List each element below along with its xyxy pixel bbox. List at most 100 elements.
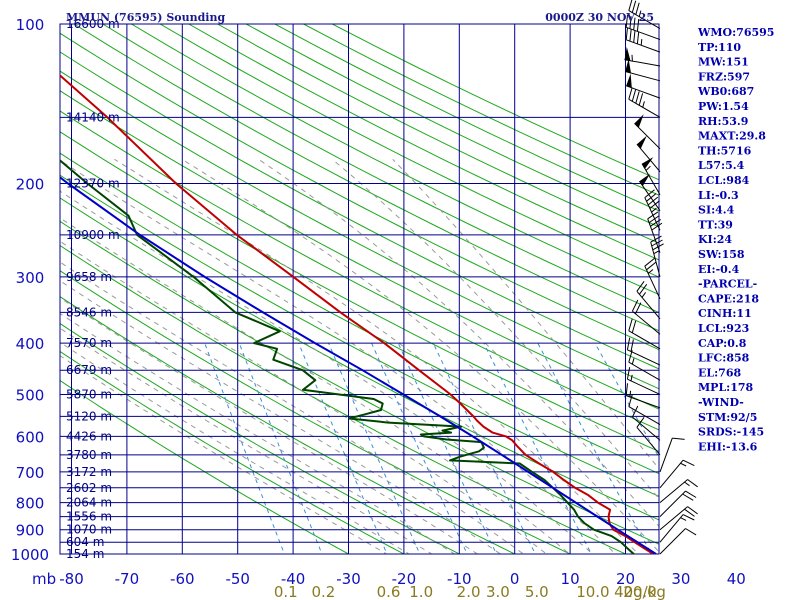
isobar-isotherm-grid [59, 23, 660, 555]
wind-barb-pennant [636, 135, 647, 149]
wind-barb [636, 281, 661, 320]
temperature-tick-label: 20 [616, 570, 635, 588]
wind-barb-pennant [639, 173, 650, 187]
wind-barb [636, 135, 661, 173]
wind-barb-flag [687, 479, 698, 488]
wind-barb-shaft [628, 10, 661, 29]
wind-barb-pennant [642, 157, 654, 169]
wind-barb-flag [682, 459, 695, 467]
dry-adiabat [60, 131, 659, 453]
wind-barb [625, 58, 661, 82]
dry-adiabat [60, 197, 659, 521]
height-label: 14140 m [66, 110, 120, 124]
wind-barb-flag [672, 437, 685, 440]
dry-adiabat [60, 244, 627, 554]
mixing-ratio-tick-label: 0.2 [311, 583, 335, 600]
sounding-index: L57:5.4 [698, 159, 745, 172]
temperature-tick-label: -80 [59, 570, 84, 588]
wind-barb [628, 87, 661, 118]
wind-barb-shaft [626, 26, 661, 41]
moist-adiabat [60, 261, 525, 554]
wind-barb-flag [635, 302, 642, 314]
wind-barb-flag [629, 16, 632, 29]
wind-barb-half-flag [631, 358, 635, 365]
moist-adiabat [60, 297, 479, 554]
wind-barb-shaft [628, 406, 661, 426]
wind-barb-shaft [625, 71, 661, 82]
sounding-index: EL:768 [698, 366, 741, 379]
wind-barb-shaft [650, 241, 661, 278]
sounding-index: RH:53.9 [698, 115, 748, 128]
wind-barb-flag [647, 211, 659, 220]
height-label: 5870 m [66, 388, 112, 402]
wind-barb-half-flag [629, 390, 632, 397]
moist-adiabat [60, 312, 456, 554]
wind-barb-pennant [634, 114, 644, 128]
sounding-index: STM:92/5 [698, 411, 757, 424]
wind-barbs [624, 0, 698, 555]
wind-barb [659, 479, 698, 504]
sounding-index: SI:4.4 [698, 204, 735, 217]
wind-barb-half-flag [641, 292, 647, 298]
sounding-index: LI:-0.3 [698, 189, 739, 202]
moist-adiabat [60, 280, 502, 554]
wind-barb-flag [638, 284, 648, 295]
wind-barb-flag [649, 200, 660, 209]
dry-adiabat [60, 379, 350, 554]
wind-barb-flag [685, 490, 697, 498]
wind-barb-flag [646, 193, 657, 202]
sounding-index: LCL:984 [698, 174, 750, 187]
wind-barb-flag [631, 0, 637, 13]
wind-barb [626, 367, 661, 395]
wind-barb-flag [629, 28, 632, 42]
mixing-ratio-tick-label: 40g/kg [614, 583, 666, 600]
height-label: 7570 m [66, 336, 112, 350]
wind-barb-shaft [644, 265, 661, 300]
dry-adiabat [73, 24, 659, 332]
temperature-tick-label: -50 [225, 570, 250, 588]
mixing-ratio-tick-label: 5.0 [525, 583, 549, 600]
wind-barb [625, 27, 661, 53]
pressure-tick-label: 500 [16, 387, 45, 405]
sounding-index: WB0:687 [697, 85, 754, 98]
wind-barb-shaft [636, 143, 661, 173]
dry-adiabat [60, 51, 659, 370]
wind-barb-flag [638, 93, 644, 106]
pressure-tick-label: 100 [16, 16, 45, 34]
wind-barb [631, 299, 661, 335]
wind-barb [644, 189, 661, 231]
wind-barb [650, 235, 664, 278]
pressure-tick-label: 1000 [11, 546, 49, 564]
wind-barb-shaft [636, 426, 661, 456]
height-label: 12370 m [66, 177, 120, 191]
pressure-tick-label: 400 [16, 335, 45, 353]
temperature-tick-label: -20 [392, 570, 417, 588]
mixing-ratio-tick-label: 10.0 [576, 583, 609, 600]
wind-barb-flag [630, 339, 634, 352]
temperature-tick-label: 40 [727, 570, 746, 588]
height-label: 16600 m [66, 17, 120, 31]
height-label: 3780 m [66, 448, 112, 462]
height-label: 3172 m [66, 465, 112, 479]
adiabat-lines [60, 24, 659, 554]
wind-barb [626, 337, 661, 366]
mixing-ratio-line [298, 342, 388, 554]
temperature-tick-label: -60 [170, 570, 195, 588]
sounding-index: MPL:178 [698, 381, 754, 394]
sounding-index: MAXT:29.8 [698, 130, 766, 143]
temperature-tick-label: 30 [671, 570, 690, 588]
dry-adiabat [60, 90, 659, 410]
wind-barb-flag [633, 30, 636, 43]
chart-title: MMUN (76595) Sounding [66, 11, 225, 24]
sounding-index: TP:110 [698, 41, 741, 54]
wind-barb [628, 394, 661, 426]
wind-barb [634, 114, 661, 150]
wind-barb-flag [628, 318, 633, 331]
wind-barb-flag [628, 0, 633, 11]
wind-barb-pennant [624, 46, 631, 61]
sounding-index: CAPE:218 [698, 292, 759, 305]
sounding-index: EI:-0.4 [698, 263, 740, 276]
mixing-ratio-tick-label: 2.0 [457, 583, 481, 600]
wind-barb [638, 173, 661, 211]
wind-barb-flag [628, 350, 633, 363]
